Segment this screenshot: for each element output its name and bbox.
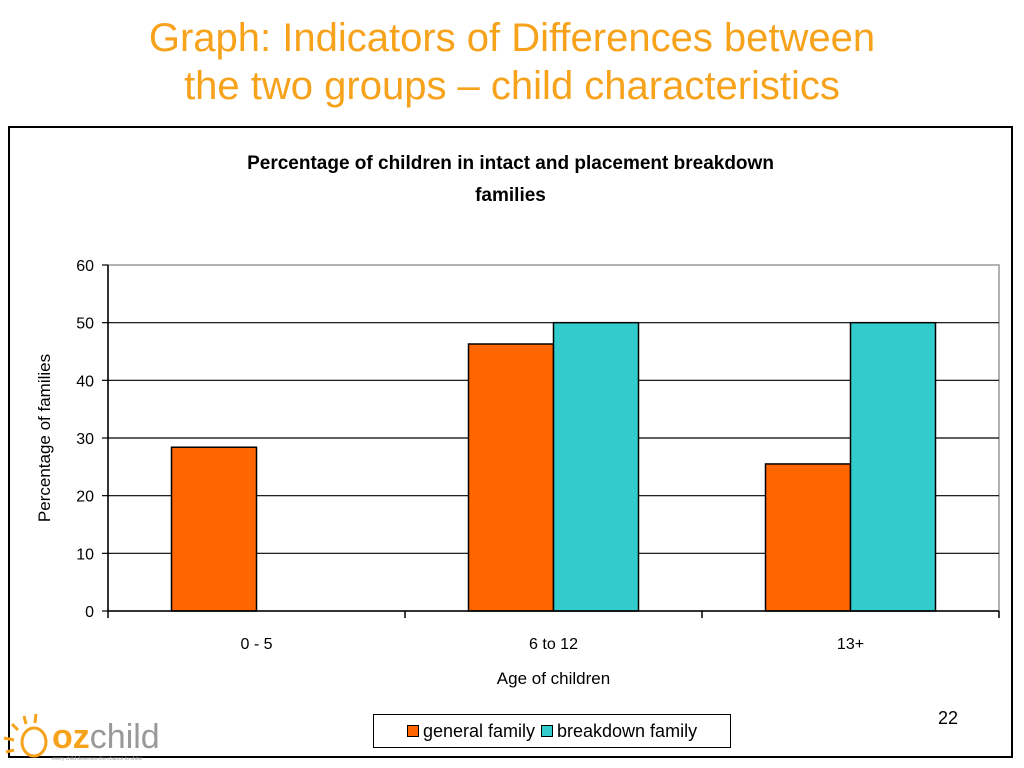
slide-title: Graph: Indicators of Differences between…	[0, 14, 1024, 110]
logo-tagline: every child deserves the chance to shine	[52, 756, 143, 762]
logo-oz: oz	[52, 718, 90, 756]
chart-title-line1: Percentage of children in intact and pla…	[247, 153, 774, 174]
page-number: 22	[938, 708, 959, 728]
y-tick-label: 50	[76, 316, 94, 333]
legend-item-breakdown: breakdown family	[541, 721, 697, 742]
y-tick-label: 60	[76, 258, 94, 275]
legend-swatch-breakdown	[541, 725, 553, 737]
bar-general	[467, 343, 555, 612]
y-tick-label: 40	[76, 373, 94, 390]
slide-title-line2: the two groups – child characteristics	[184, 64, 840, 108]
y-tick-label: 20	[76, 489, 94, 506]
logo-wordmark: ozchild	[52, 720, 160, 754]
x-tick-label: 13+	[837, 636, 864, 653]
x-tick-label: 6 to 12	[529, 636, 578, 653]
bar-breakdown	[552, 321, 640, 612]
bar-breakdown	[849, 321, 937, 612]
y-axis-label: Percentage of families	[35, 354, 54, 522]
legend: general family breakdown family	[373, 714, 731, 748]
bar-general	[170, 446, 258, 612]
legend-label-general: general family	[422, 720, 535, 741]
y-tick-label: 30	[76, 431, 94, 448]
y-tick-label: 0	[85, 604, 94, 621]
y-tick-label: 10	[76, 546, 94, 563]
legend-label-breakdown: breakdown family	[557, 720, 698, 741]
logo-child: child	[89, 718, 160, 756]
chart-title-line2: families	[475, 185, 546, 206]
bar-general	[764, 463, 852, 612]
ozchild-logo: ozchild every child deserves the chance …	[0, 712, 160, 768]
chart-title: Percentage of children in intact and pla…	[8, 148, 1013, 212]
slide-title-line1: Graph: Indicators of Differences between	[148, 16, 876, 60]
legend-swatch-general	[406, 725, 419, 737]
x-tick-label: 0 - 5	[240, 636, 272, 653]
legend-item-general: general family	[406, 720, 535, 742]
x-axis-label: Age of children	[497, 669, 610, 688]
chart-frame	[8, 126, 1013, 758]
sun-icon	[3, 713, 48, 758]
